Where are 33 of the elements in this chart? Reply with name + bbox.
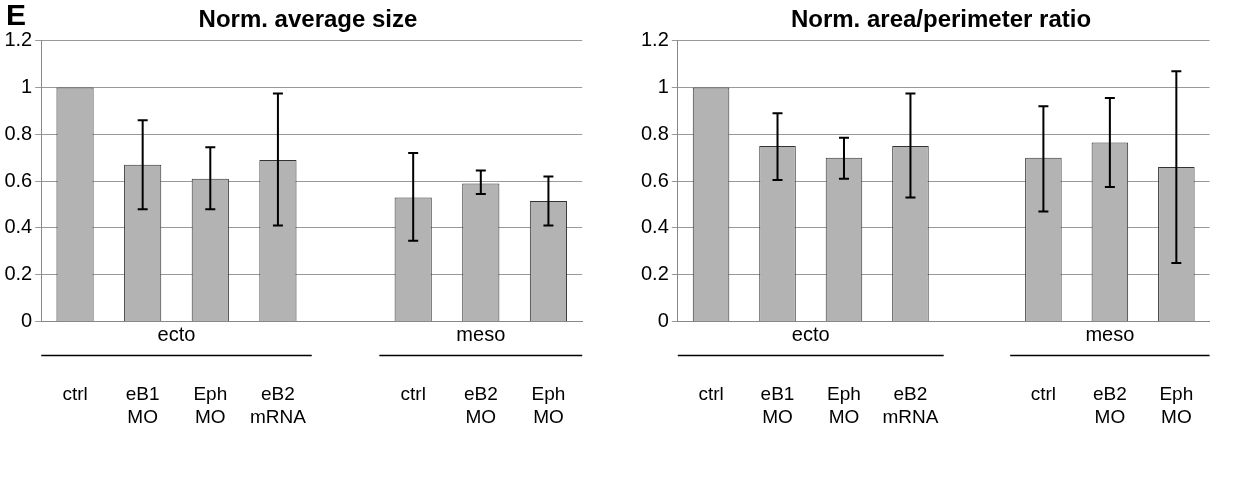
y-tick-label: 0.8 — [640, 121, 669, 144]
text: meso — [1085, 322, 1135, 345]
y-tick-label: 0.8 — [4, 121, 33, 144]
text: ecto — [157, 322, 196, 345]
y-tick-label: 1.2 — [640, 28, 669, 51]
x-tick-label: eB1 MO — [760, 383, 795, 427]
x-tick-label: ctrl — [62, 383, 88, 405]
x-tick-label: ctrl — [1030, 383, 1057, 405]
y-tick-label: 0.4 — [4, 215, 33, 238]
y-tick-label: 0 — [21, 308, 33, 331]
y-tick-label: 0.4 — [640, 215, 669, 238]
x-tick-label: Eph MO — [193, 383, 228, 427]
y-tick-label: 0 — [657, 308, 669, 331]
x-tick-label: eB2 mRNA — [249, 383, 307, 427]
x-tick-label: eB2 MO — [463, 383, 498, 427]
text: ecto — [791, 322, 830, 345]
y-tick-label: 0.6 — [4, 168, 33, 191]
text: meso — [456, 322, 506, 345]
y-tick-label: 1 — [657, 75, 669, 98]
x-tick-label: Eph MO — [1159, 383, 1194, 427]
y-tick-label: 0.2 — [640, 262, 669, 285]
y-tick-label: 1 — [21, 75, 33, 98]
y-tick-label: 0.2 — [4, 262, 33, 285]
x-tick-label: Eph MO — [827, 383, 861, 427]
x-tick-label: Eph MO — [531, 383, 566, 427]
chart-title: Norm. area/perimeter ratio — [790, 5, 1092, 33]
x-tick-label: ctrl — [400, 383, 426, 405]
chart-title: Norm. average size — [198, 5, 418, 33]
x-tick-label: eB1 MO — [125, 383, 160, 427]
x-tick-label: eB2 mRNA — [882, 383, 939, 427]
y-tick-label: 0.6 — [640, 168, 669, 191]
x-tick-label: eB2 MO — [1092, 383, 1127, 427]
x-tick-label: ctrl — [698, 383, 724, 405]
